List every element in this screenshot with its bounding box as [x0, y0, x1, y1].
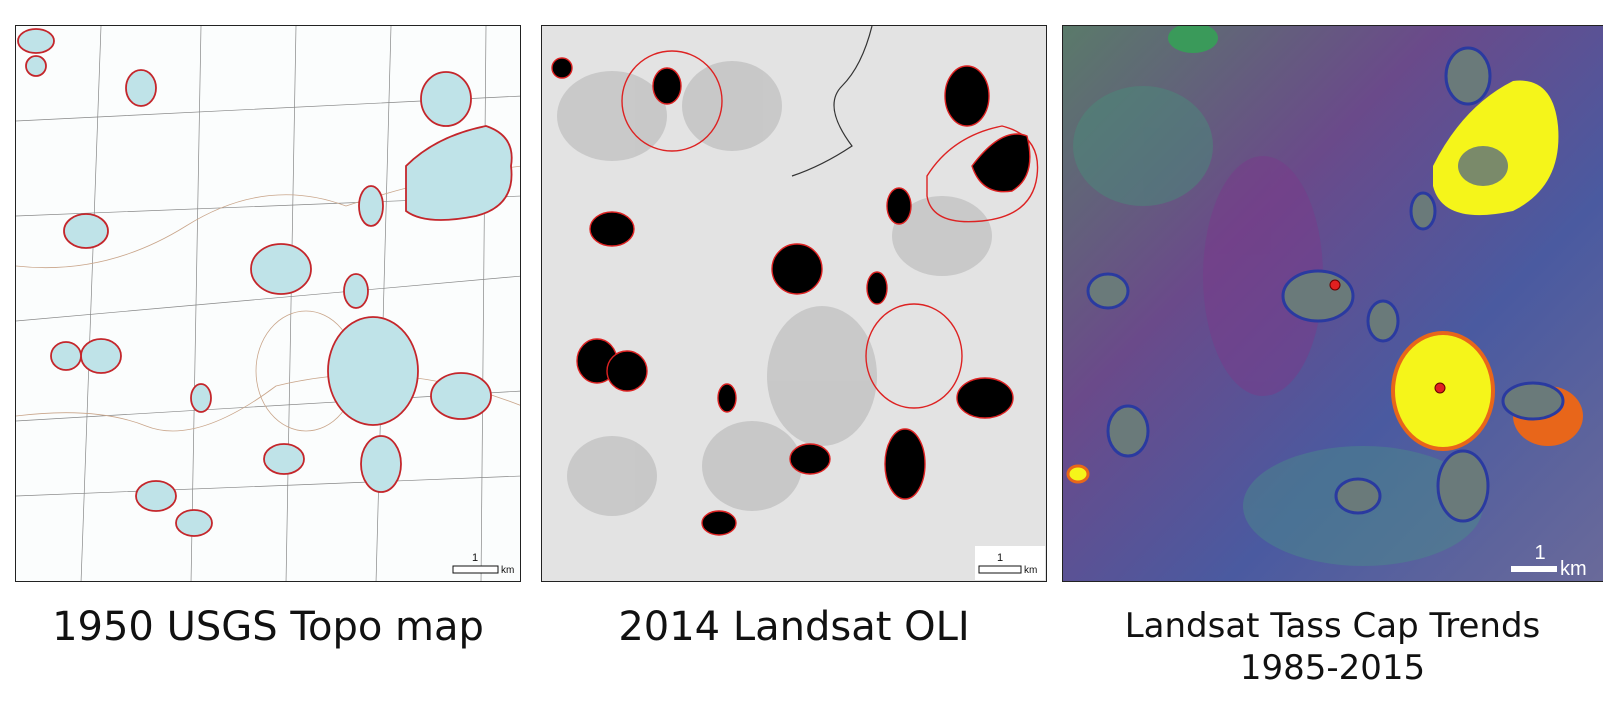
- page: 1 km: [0, 0, 1603, 704]
- caption: Landsat Tass Cap Trends 1985-2015: [1062, 605, 1603, 689]
- topo-map: 1 km: [16, 26, 521, 582]
- scale-unit: km: [1024, 565, 1037, 576]
- scale-unit: km: [501, 565, 514, 576]
- scale-value: 1: [997, 552, 1003, 564]
- scale-bar: [979, 566, 1021, 573]
- scale-value: 1: [1534, 542, 1545, 564]
- caption: 2014 Landsat OLI: [541, 604, 1047, 650]
- scale-bar: [1511, 566, 1557, 572]
- caption: 1950 USGS Topo map: [15, 604, 521, 650]
- scale-bar: [453, 566, 498, 573]
- tasscap-trends: 1 km: [1063, 26, 1603, 582]
- scale-value: 1: [472, 552, 478, 564]
- tasscap-panel: 1 km: [1062, 25, 1603, 582]
- landsat-oli: 1 km: [542, 26, 1047, 582]
- scale-unit: km: [1560, 558, 1587, 580]
- caption-line: 1985-2015: [1062, 647, 1603, 689]
- caption-line: Landsat Tass Cap Trends: [1062, 605, 1603, 647]
- landsat-oli-panel: 1 km: [541, 25, 1047, 582]
- topo-map-panel: 1 km: [15, 25, 521, 582]
